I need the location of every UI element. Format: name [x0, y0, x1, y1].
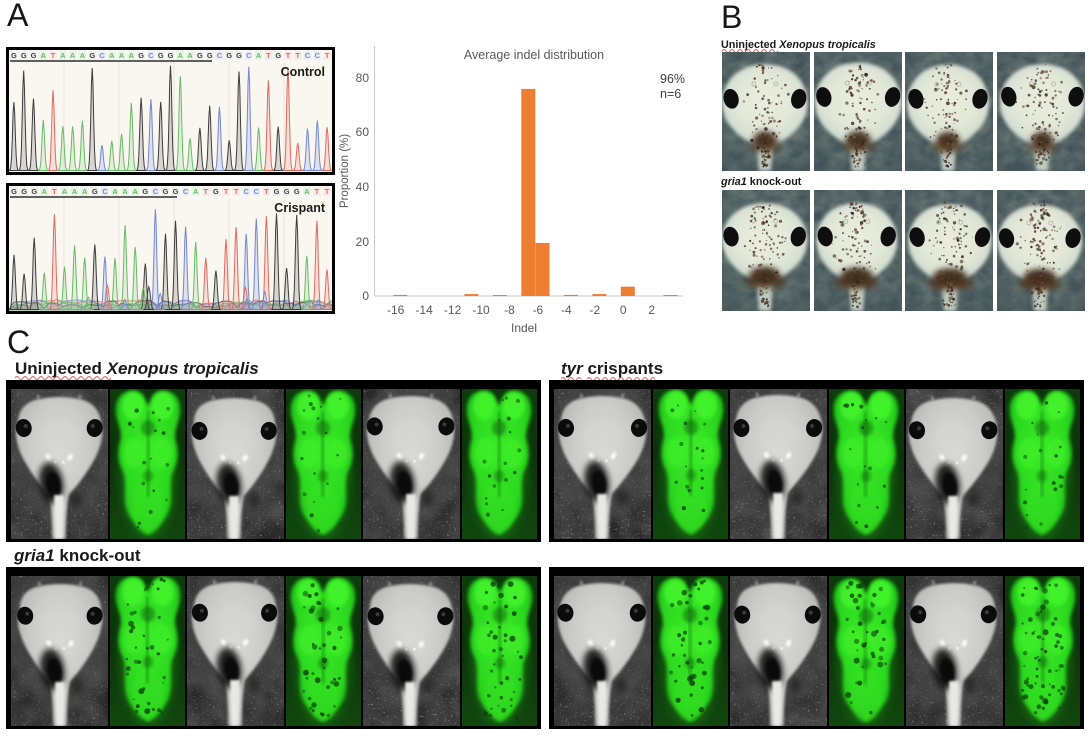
- svg-text:A: A: [80, 51, 86, 60]
- svg-text:G: G: [21, 51, 27, 60]
- svg-text:96%: 96%: [660, 72, 685, 86]
- svg-text:G: G: [275, 51, 281, 60]
- svg-text:A: A: [60, 51, 66, 60]
- svg-text:A: A: [82, 187, 88, 196]
- svg-text:A: A: [122, 187, 128, 196]
- svg-text:A: A: [112, 187, 118, 196]
- svg-text:T: T: [264, 187, 269, 196]
- svg-text:G: G: [294, 187, 300, 196]
- svg-text:G: G: [31, 51, 37, 60]
- svg-text:0: 0: [362, 289, 369, 303]
- svg-text:C: C: [254, 187, 260, 196]
- svg-text:Average indel distribution: Average indel distribution: [464, 48, 604, 62]
- svg-text:n=6: n=6: [660, 87, 681, 101]
- svg-text:G: G: [142, 187, 148, 196]
- svg-text:T: T: [325, 51, 330, 60]
- svg-text:Proportion (%): Proportion (%): [339, 134, 351, 208]
- svg-text:T: T: [234, 187, 239, 196]
- svg-text:G: G: [163, 187, 169, 196]
- svg-text:G: G: [158, 51, 164, 60]
- svg-text:G: G: [92, 187, 98, 196]
- svg-text:C: C: [217, 51, 223, 60]
- svg-text:0: 0: [620, 303, 627, 317]
- svg-text:-6: -6: [533, 303, 544, 317]
- svg-text:A: A: [72, 187, 78, 196]
- svg-text:A: A: [256, 51, 262, 60]
- svg-text:G: G: [11, 51, 17, 60]
- svg-text:80: 80: [356, 71, 370, 85]
- svg-text:T: T: [286, 51, 291, 60]
- svg-text:2: 2: [648, 303, 655, 317]
- svg-text:T: T: [295, 51, 300, 60]
- svg-text:Indel: Indel: [511, 321, 537, 335]
- svg-text:-12: -12: [444, 303, 462, 317]
- svg-text:A: A: [119, 51, 125, 60]
- svg-text:-8: -8: [504, 303, 515, 317]
- svg-text:G: G: [168, 51, 174, 60]
- svg-text:G: G: [226, 51, 232, 60]
- svg-text:A: A: [42, 187, 48, 196]
- svg-text:-2: -2: [589, 303, 600, 317]
- svg-text:T: T: [315, 187, 320, 196]
- svg-text:-14: -14: [415, 303, 433, 317]
- svg-text:C: C: [183, 187, 189, 196]
- svg-text:40: 40: [356, 180, 370, 194]
- svg-text:-10: -10: [472, 303, 490, 317]
- svg-text:C: C: [148, 51, 154, 60]
- svg-text:C: C: [305, 51, 311, 60]
- svg-text:G: G: [173, 187, 179, 196]
- svg-text:G: G: [274, 187, 280, 196]
- svg-text:G: G: [21, 187, 27, 196]
- svg-text:-16: -16: [387, 303, 405, 317]
- svg-text:C: C: [244, 187, 250, 196]
- svg-text:T: T: [266, 51, 271, 60]
- svg-text:A: A: [193, 187, 199, 196]
- svg-text:A: A: [187, 51, 193, 60]
- svg-text:C: C: [153, 187, 159, 196]
- svg-text:G: G: [207, 51, 213, 60]
- svg-text:C: C: [246, 51, 252, 60]
- svg-text:T: T: [51, 51, 56, 60]
- svg-text:G: G: [197, 51, 203, 60]
- svg-text:20: 20: [356, 235, 370, 249]
- svg-text:C: C: [102, 187, 108, 196]
- svg-text:G: G: [236, 51, 242, 60]
- svg-text:C: C: [99, 51, 105, 60]
- svg-text:G: G: [31, 187, 37, 196]
- svg-text:A: A: [62, 187, 68, 196]
- svg-text:G: G: [11, 187, 17, 196]
- svg-text:G: G: [138, 51, 144, 60]
- svg-text:A: A: [109, 51, 115, 60]
- svg-text:T: T: [52, 187, 57, 196]
- svg-text:A: A: [304, 187, 310, 196]
- svg-text:60: 60: [356, 125, 370, 139]
- svg-text:G: G: [213, 187, 219, 196]
- svg-text:G: G: [284, 187, 290, 196]
- svg-text:A: A: [41, 51, 47, 60]
- svg-text:-4: -4: [561, 303, 572, 317]
- svg-text:A: A: [129, 51, 135, 60]
- svg-text:T: T: [204, 187, 209, 196]
- svg-text:G: G: [89, 51, 95, 60]
- svg-text:A: A: [178, 51, 184, 60]
- svg-text:T: T: [224, 187, 229, 196]
- svg-text:A: A: [70, 51, 76, 60]
- svg-text:A: A: [133, 187, 139, 196]
- svg-text:T: T: [325, 187, 330, 196]
- svg-text:C: C: [315, 51, 321, 60]
